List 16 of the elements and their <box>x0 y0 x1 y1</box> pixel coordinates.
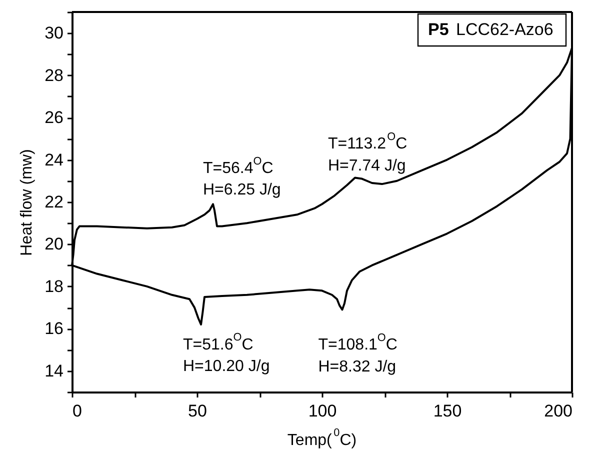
y-tick-label: 18 <box>44 276 64 296</box>
y-tick-label: 24 <box>44 150 64 170</box>
y-tick-label: 20 <box>44 234 64 254</box>
y-tick-label: 28 <box>44 66 64 85</box>
y-tick-label: 22 <box>44 192 64 212</box>
y-tick-label: 16 <box>44 319 64 338</box>
y-axis-title: Heat flow (mw) <box>18 149 36 256</box>
x-tick-label: 150 <box>433 402 462 420</box>
x-tick-label: 50 <box>188 402 207 420</box>
x-tick-label: 200 <box>544 402 572 420</box>
x-tick-label: 0 <box>72 402 82 420</box>
y-tick-label: 26 <box>44 108 64 128</box>
x-tick-label: 100 <box>308 402 337 420</box>
text: P5 LCC62-Azo6 <box>428 20 554 39</box>
y-tick-label: 14 <box>44 361 64 380</box>
y-tick-label: 30 <box>44 24 64 43</box>
